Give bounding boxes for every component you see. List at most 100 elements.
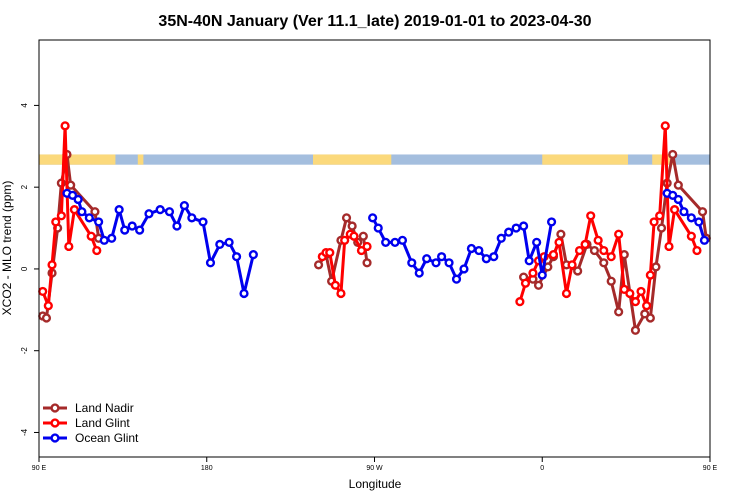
data-point: [630, 325, 641, 335]
data-point: [69, 205, 80, 215]
data-point: [390, 237, 400, 247]
data-point: [673, 194, 683, 205]
data-point: [614, 307, 624, 317]
data-point: [537, 270, 547, 280]
data-point: [694, 217, 704, 227]
data-point: [546, 217, 557, 227]
data-point: [451, 274, 462, 284]
series-ocean-glint: [62, 188, 710, 299]
data-point: [481, 254, 491, 264]
data-point: [642, 301, 652, 311]
data-point: [358, 231, 368, 241]
data-point: [73, 194, 83, 205]
plot-frame: [38, 39, 711, 458]
data-point: [325, 247, 335, 258]
data-point: [474, 245, 484, 256]
data-point: [99, 235, 109, 245]
series-line: [41, 124, 99, 308]
data-point: [77, 207, 87, 217]
data-point: [593, 235, 603, 245]
data-point: [606, 276, 616, 286]
data-point: [669, 205, 680, 215]
series-land-glint: [38, 121, 702, 311]
data-point: [556, 229, 566, 239]
data-point: [437, 252, 447, 262]
y-tick-label: 4: [20, 103, 29, 108]
data-point: [41, 313, 52, 323]
land-segment: [312, 154, 392, 165]
data-point: [656, 223, 667, 233]
data-point: [64, 241, 74, 252]
data-point: [599, 258, 609, 268]
data-point: [340, 235, 350, 245]
data-point: [224, 237, 234, 247]
data-point: [362, 241, 372, 252]
data-point: [215, 239, 225, 250]
data-point: [645, 313, 655, 323]
data-point: [528, 268, 538, 278]
x-tick-label: 90 W: [366, 465, 383, 472]
data-point: [519, 221, 529, 231]
data-point: [651, 262, 661, 272]
data-point: [114, 205, 124, 215]
x-tick-label: 180: [201, 465, 213, 472]
data-point: [673, 180, 683, 190]
data-point: [198, 217, 208, 227]
data-point: [697, 207, 708, 217]
data-point: [347, 221, 357, 231]
data-point: [127, 221, 137, 231]
data-point: [205, 258, 216, 268]
data-point: [532, 237, 542, 247]
data-point: [614, 229, 624, 239]
series-land-nadir: [38, 149, 711, 335]
x-tick-label: 90 E: [32, 465, 47, 472]
data-point: [90, 207, 100, 217]
data-point: [94, 217, 104, 227]
land-segment: [542, 154, 628, 165]
data-point: [567, 260, 577, 270]
x-tick-label: 0: [540, 465, 544, 472]
data-point: [466, 243, 477, 254]
data-point: [489, 252, 499, 262]
data-point: [645, 270, 655, 280]
data-point: [231, 252, 242, 262]
data-point: [511, 223, 521, 233]
data-point: [630, 297, 641, 307]
data-point: [533, 280, 544, 290]
data-point: [313, 260, 324, 270]
data-point: [330, 280, 340, 290]
data-point: [574, 245, 585, 256]
data-point: [84, 213, 94, 223]
data-point: [692, 245, 702, 256]
data-point: [422, 254, 432, 264]
data-point: [679, 207, 689, 217]
land-segment: [39, 154, 116, 165]
chart-title: 35N-40N January (Ver 11.1_late) 2019-01-…: [158, 13, 591, 30]
legend-label: Land Nadir: [75, 401, 134, 415]
data-point: [664, 241, 674, 252]
data-point: [336, 288, 346, 299]
data-point: [580, 239, 590, 250]
data-point: [606, 252, 616, 262]
data-point: [120, 225, 130, 235]
data-point: [92, 245, 102, 256]
data-point: [686, 231, 696, 241]
data-point: [373, 223, 383, 233]
data-point: [155, 205, 165, 215]
data-point: [561, 288, 572, 299]
data-point: [625, 288, 635, 299]
data-point: [43, 301, 53, 311]
data-point: [586, 211, 596, 221]
x-tick-label: 90 E: [703, 465, 718, 472]
data-point: [239, 288, 249, 299]
data-point: [573, 266, 583, 276]
data-point: [515, 297, 525, 307]
legend-label: Land Glint: [75, 416, 130, 430]
legend-marker: [50, 433, 60, 443]
land-segment: [137, 154, 144, 165]
y-tick-label: -4: [20, 428, 29, 436]
data-point: [179, 200, 189, 211]
data-point: [381, 237, 391, 247]
